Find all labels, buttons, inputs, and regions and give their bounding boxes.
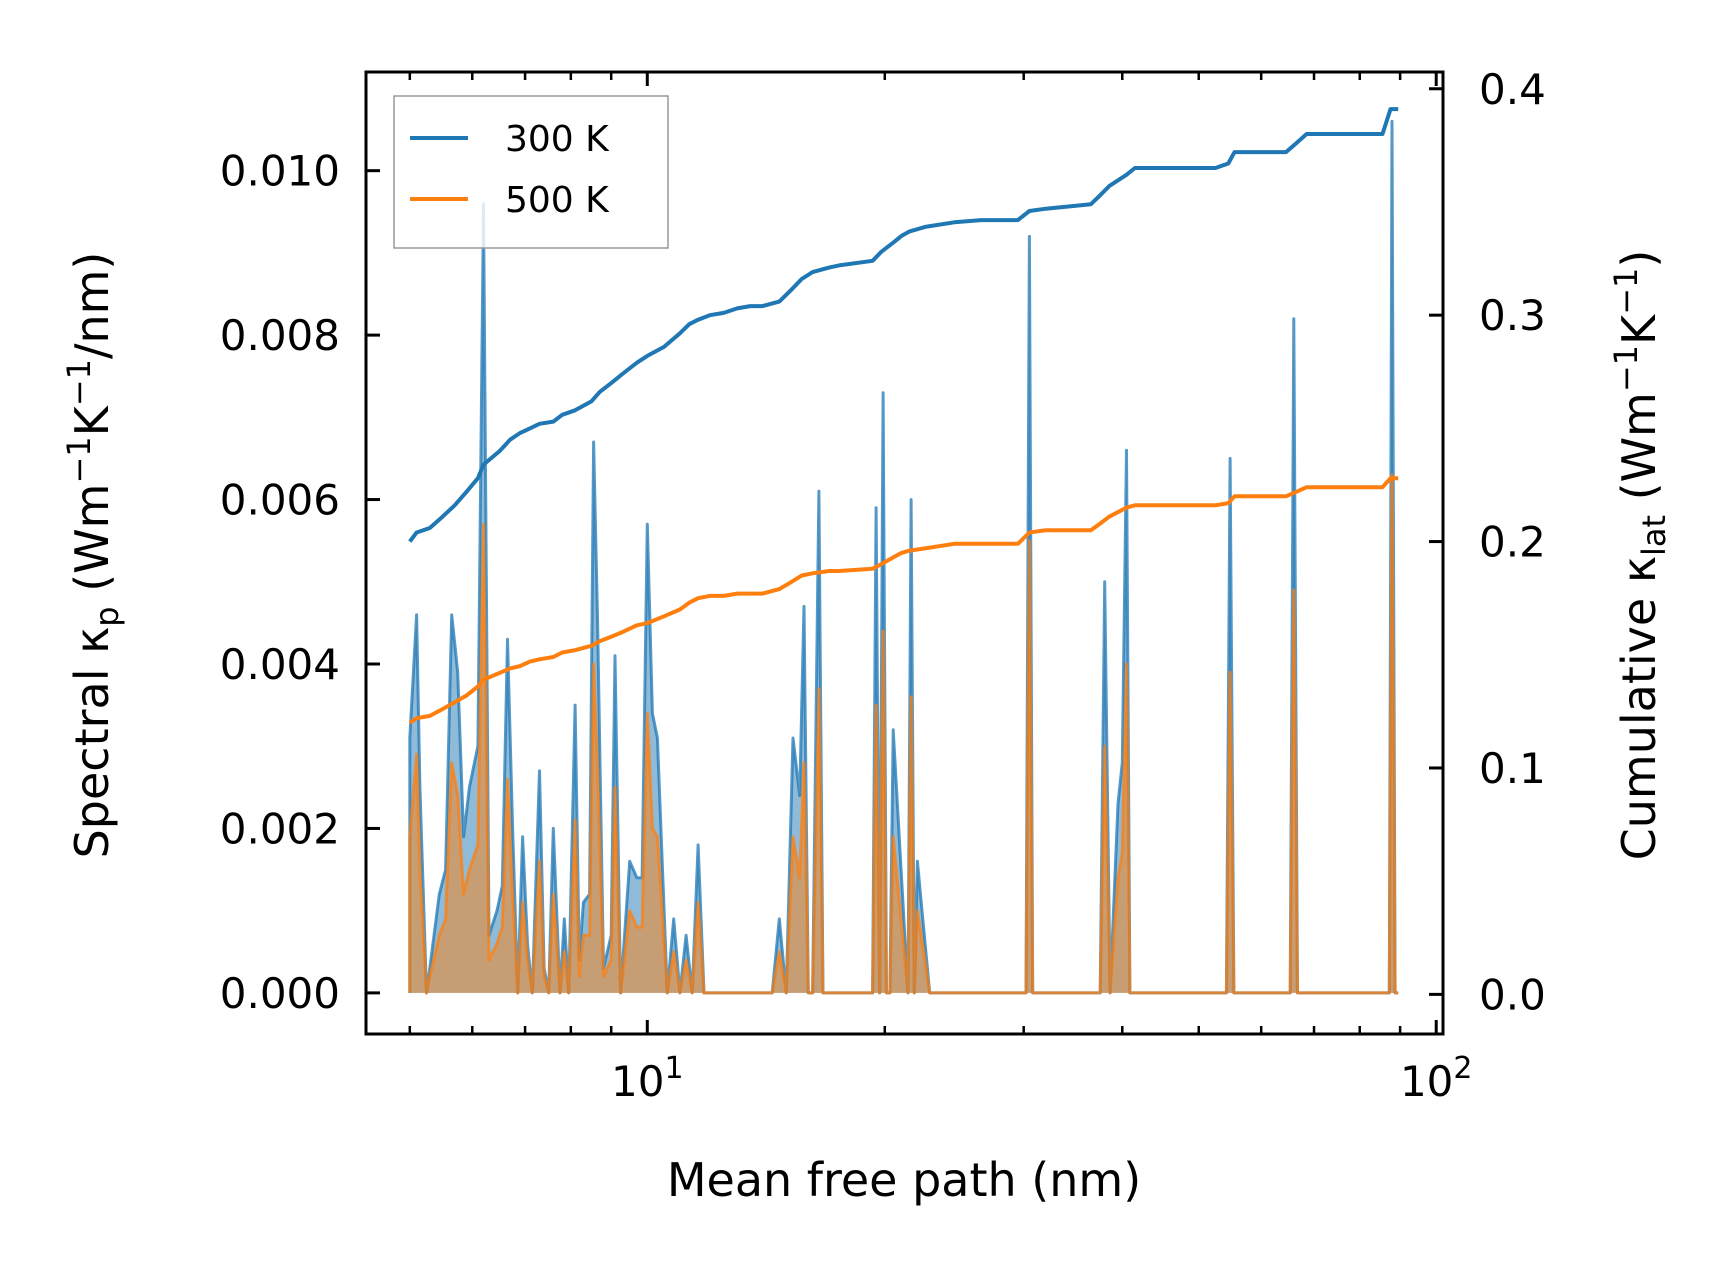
y-left-tick-label: 0.000 — [220, 969, 340, 1018]
y-left-tick-label: 0.004 — [220, 640, 340, 689]
y-axis-left-title: Spectral κp (Wm−1K−1/nm) — [60, 252, 126, 859]
cumulative-500K-line — [408, 476, 1399, 725]
x-axis-title: Mean free path (nm) — [667, 1153, 1141, 1207]
y-left-tick-label: 0.010 — [220, 147, 340, 196]
legend: 300 K 500 K — [393, 95, 669, 249]
y-axis-right-title: Cumulative κlat (Wm−1K−1) — [1607, 250, 1673, 861]
y-left-tick-label: 0.006 — [220, 476, 340, 525]
y-right-tick-label: 0.0 — [1479, 970, 1546, 1019]
spectral-300K-area — [409, 121, 1399, 993]
spectral-300K-line — [408, 119, 1399, 995]
legend-label-300K: 300 K — [505, 119, 610, 160]
y-right-tick-label: 0.4 — [1479, 65, 1546, 114]
y-right-tick-label: 0.1 — [1479, 744, 1546, 793]
spectral-line-layer — [408, 119, 1399, 995]
x-tick-label: 101 — [611, 1051, 684, 1106]
spectral-fill-layer — [409, 121, 1399, 993]
plot-frame — [364, 70, 1445, 1036]
legend-box — [393, 95, 669, 249]
y-right-tick-label: 0.3 — [1479, 291, 1546, 340]
y-right-tick-label: 0.2 — [1479, 518, 1546, 567]
x-tick-label: 102 — [1400, 1051, 1473, 1106]
cumulative-line-layer — [408, 107, 1399, 725]
legend-label-500K: 500 K — [505, 180, 610, 221]
y-left-tick-label: 0.008 — [220, 311, 340, 360]
tick-label-layer: 101 102 0.000 0.002 0.004 0.006 0.008 0.010 0.0 0… — [220, 65, 1546, 1106]
spectral-500K-line — [408, 473, 1399, 995]
cumulative-300K-line — [408, 107, 1399, 543]
spectral-500K-area — [409, 474, 1399, 993]
y-left-tick-label: 0.002 — [220, 804, 340, 853]
